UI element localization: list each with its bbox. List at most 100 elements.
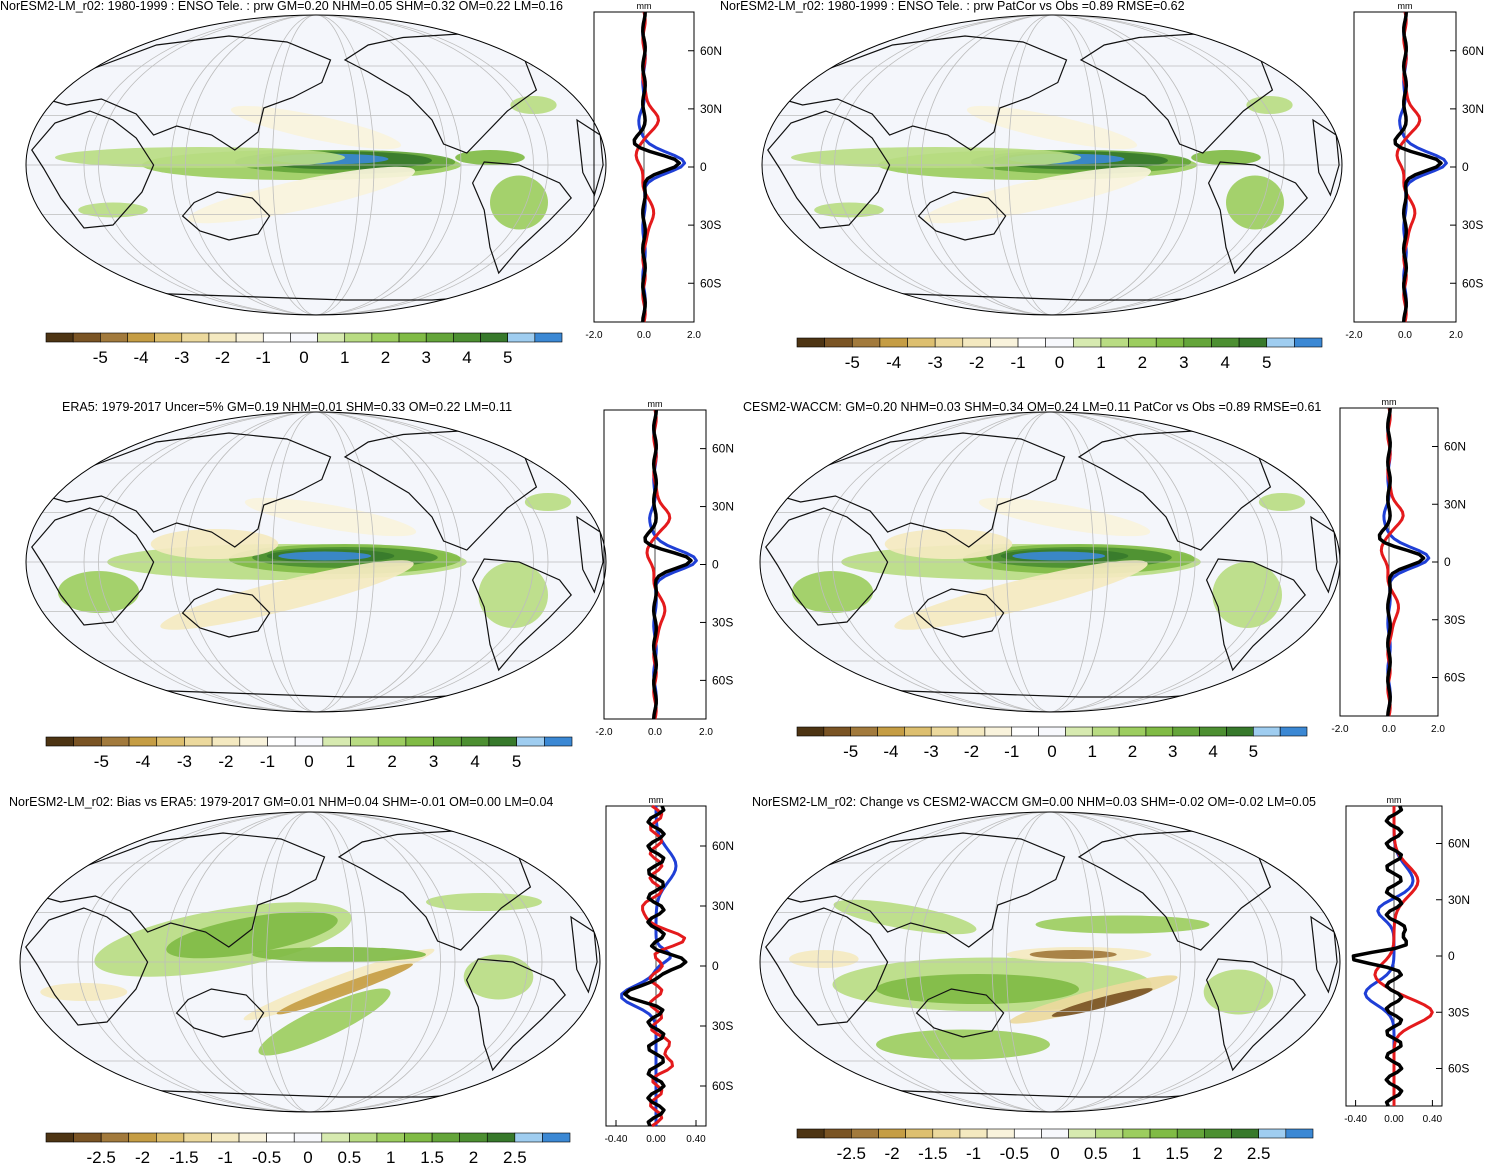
grid-meridian	[919, 412, 1181, 712]
coastline-samerica	[1205, 558, 1306, 672]
grid-meridian	[272, 15, 360, 315]
colorbar-swatch	[1176, 1128, 1205, 1139]
anomaly-patch	[40, 983, 128, 1001]
colorbar-swatch	[1199, 726, 1227, 737]
grid-meridian	[993, 15, 1111, 315]
colorbar-swatch	[542, 1132, 571, 1143]
zonal-series-black	[632, 11, 682, 323]
colorbar-swatch	[321, 1132, 350, 1143]
coastline-africaE	[1310, 515, 1338, 594]
colorbar-swatch	[1118, 726, 1147, 737]
grid-meridian	[919, 812, 1181, 1112]
map-border	[25, 14, 607, 316]
colorbar-label: -4	[135, 752, 150, 771]
lat-tick-label: 30N	[1462, 102, 1484, 116]
lat-tick-label: 60S	[712, 673, 733, 687]
colorbar-swatch	[1041, 1128, 1069, 1139]
lat-tick-label: 0	[1444, 555, 1451, 569]
colorbar-label: -0.5	[252, 1148, 281, 1166]
colorbar-swatch	[1238, 337, 1268, 348]
x-tick-label: 0.00	[646, 1134, 666, 1145]
grid-meridian	[257, 412, 375, 712]
colorbar-swatch	[211, 1132, 240, 1143]
colorbar-swatch	[823, 1128, 852, 1139]
coastline-africaE	[576, 118, 604, 197]
colorbar-label: 2	[1138, 353, 1147, 372]
panel-3: ERA5: 1979-2017 Uncer=5% GM=0.19 NHM=0.0…	[25, 399, 734, 771]
colorbar-swatch	[959, 1128, 988, 1139]
colorbar-label: 0	[1047, 742, 1056, 761]
coastline-africaW	[31, 110, 155, 229]
colorbar-label: 1	[1096, 353, 1105, 372]
lat-tick-label: 0	[700, 160, 707, 174]
coastline-africaW	[765, 907, 889, 1026]
colorbar-swatch	[514, 1132, 543, 1143]
coastline-australia	[181, 588, 271, 638]
colorbar-swatch	[796, 1128, 825, 1139]
colorbar-swatch	[238, 1132, 267, 1143]
colorbar-label: 2	[1128, 742, 1137, 761]
colorbar: -5 -4 -3 -2 -1 0 1 2 3 4 5	[45, 332, 563, 367]
grid-meridian	[170, 15, 462, 315]
colorbar-label: -4	[133, 348, 148, 367]
panel-2: NorESM2-LM_r02: 1980-1999 : ENSO Tele. :…	[720, 0, 1484, 372]
colorbar-swatch	[1013, 1128, 1042, 1139]
grid-meridian	[991, 412, 1109, 712]
lat-tick-label: 30N	[712, 899, 734, 913]
colorbar-swatch	[344, 332, 373, 343]
colorbar-swatch	[796, 337, 825, 348]
grid-meridian	[98, 412, 534, 712]
colorbar-swatch	[544, 736, 573, 747]
colorbar-label: 2	[387, 752, 396, 771]
coastline-samerica	[471, 161, 572, 275]
grid-meridian	[904, 812, 1196, 1112]
colorbar-swatch	[405, 736, 434, 747]
colorbar-label: 1	[1088, 742, 1097, 761]
colorbar-swatch	[433, 736, 462, 747]
anomaly-patch	[252, 947, 426, 962]
colorbar-label: -1	[1004, 742, 1019, 761]
lat-tick-label: 30S	[1444, 613, 1465, 627]
grid-meridian	[991, 812, 1109, 1112]
coastline-namerica	[1079, 32, 1274, 154]
anomaly-patch	[1012, 551, 1106, 561]
colorbar-swatch	[1145, 726, 1174, 737]
colorbar-swatch	[984, 726, 1013, 737]
colorbar-swatch	[267, 736, 296, 747]
colorbar-swatch	[211, 736, 241, 747]
colorbar-label: 1.5	[1165, 1144, 1189, 1163]
colorbar-swatch	[293, 1132, 323, 1143]
colorbar-swatch	[208, 332, 237, 343]
grid-meridian	[832, 812, 1268, 1112]
coastline-africaW	[25, 907, 149, 1026]
x-tick-label: 2.0	[1449, 330, 1463, 341]
coastline-africaE	[1312, 118, 1340, 197]
colorbar-label: -0.5	[1000, 1144, 1029, 1163]
grid-meridian	[904, 412, 1196, 712]
map	[20, 812, 600, 1112]
x-tick-label: 2.0	[699, 727, 713, 738]
coastline-eurasia	[774, 35, 1068, 151]
coastline-africaE	[1310, 915, 1338, 994]
colorbar-swatch	[183, 1132, 212, 1143]
colorbar-swatch	[398, 332, 427, 343]
colorbar-label: -1.5	[918, 1144, 947, 1163]
colorbar-swatch	[907, 337, 936, 348]
colorbar-swatch	[1017, 337, 1046, 348]
colorbar: -5 -4 -3 -2 -1 0 1 2 3 4 5	[796, 337, 1323, 372]
colorbar-label: -2	[218, 752, 233, 771]
colorbar-swatch	[957, 726, 986, 737]
x-tick-label: -2.0	[585, 330, 603, 341]
anomaly-patch	[463, 954, 534, 1000]
coastline-eurasia	[38, 35, 332, 151]
colorbar-swatch	[1128, 337, 1157, 348]
map-border	[19, 811, 601, 1113]
grid-meridian	[1006, 412, 1094, 712]
zonal-series-red	[645, 409, 672, 720]
anomaly-patch	[478, 562, 548, 628]
panel-title: ERA5: 1979-2017 Uncer=5% GM=0.19 NHM=0.0…	[62, 400, 512, 414]
lat-tick-label: 30S	[712, 615, 733, 629]
colorbar-swatch	[404, 1132, 433, 1143]
colorbar-swatch	[350, 736, 379, 747]
anomaly-patch	[78, 202, 148, 218]
